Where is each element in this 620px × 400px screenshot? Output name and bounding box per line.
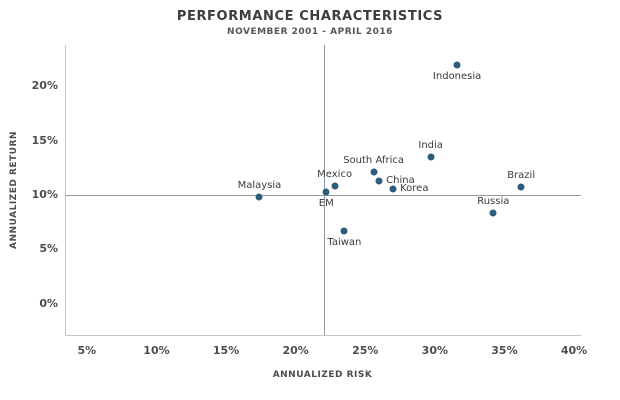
data-point-dot bbox=[389, 185, 397, 193]
y-tick-label: 20% bbox=[31, 79, 58, 93]
y-tick-label: 0% bbox=[39, 296, 58, 310]
data-point-label: Brazil bbox=[507, 170, 536, 182]
plot-area: 5% 10% 15% 20% 25% 30% 35% 40% 0% 5% 10% 15% 20% Mala… bbox=[32, 45, 587, 357]
data-point-label: Russia bbox=[477, 196, 510, 208]
data-point-label: Indonesia bbox=[432, 70, 482, 82]
y-tick-label: 5% bbox=[39, 242, 58, 256]
data-point-dot bbox=[427, 153, 435, 161]
x-tick-label: 40% bbox=[560, 344, 588, 357]
data-point-label: Malaysia bbox=[237, 180, 282, 192]
data-point-dot bbox=[489, 209, 497, 217]
chart-subtitle: NOVEMBER 2001 - APRIL 2016 bbox=[227, 27, 393, 37]
data-point-label: Korea bbox=[400, 183, 429, 195]
data-point-label: South Africa bbox=[343, 155, 404, 167]
x-tick-label: 25% bbox=[352, 344, 379, 357]
data-point-label: China bbox=[386, 174, 415, 186]
crosshair-horizontal bbox=[66, 194, 581, 196]
data-point-dot bbox=[453, 61, 461, 69]
x-tick-label: 35% bbox=[491, 344, 518, 357]
data-point-dot bbox=[340, 227, 348, 235]
data-point-label: Taiwan bbox=[327, 236, 362, 248]
data-point-label: India bbox=[418, 139, 443, 151]
x-tick-label: 5% bbox=[77, 344, 97, 357]
data-point-dot bbox=[375, 177, 383, 185]
data-point-label: Mexico bbox=[317, 169, 353, 181]
data-point-dot bbox=[255, 193, 263, 201]
data-point-dot bbox=[370, 168, 378, 176]
y-tick-label: 10% bbox=[31, 187, 58, 201]
data-point-dot bbox=[517, 183, 525, 191]
data-point-dot bbox=[331, 182, 339, 190]
x-tick-label: 20% bbox=[282, 344, 309, 357]
y-tick-label: 15% bbox=[31, 133, 58, 147]
x-tick-label: 15% bbox=[212, 344, 240, 357]
x-axis-title: ANNUALIZED RISK bbox=[272, 370, 373, 380]
chart-title: PERFORMANCE CHARACTERISTICS bbox=[176, 9, 444, 24]
data-point-dot bbox=[322, 188, 330, 196]
x-tick-label: 10% bbox=[143, 344, 170, 357]
x-tick-label: 30% bbox=[421, 344, 449, 357]
data-point-label: EM bbox=[318, 198, 334, 210]
